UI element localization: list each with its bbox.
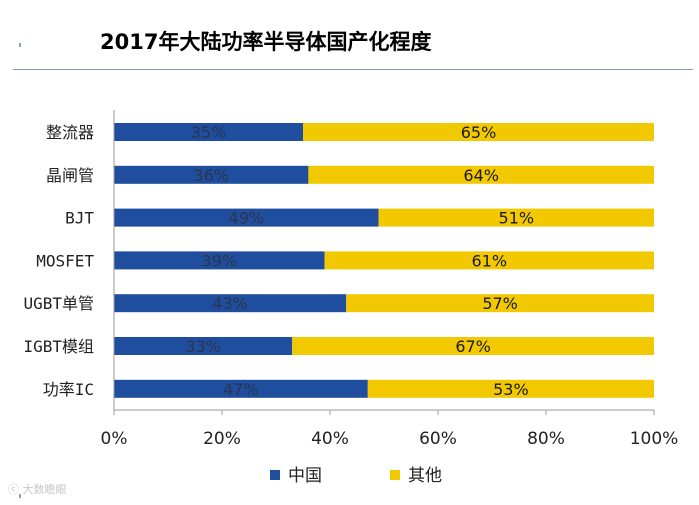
bar-china-2 [114,208,379,227]
footer-corner-mark [19,494,21,498]
data-label-other-2: 51% [499,209,535,228]
bar-china-4 [114,294,347,313]
bar-other-0 [303,123,654,141]
category-label-6: 功率IC [43,380,94,399]
bar-other-3 [324,251,654,270]
data-label-china-4: 43% [212,294,248,313]
bar-china-1 [114,165,309,184]
x-tick-label-3: 60% [419,429,457,449]
x-tick-label-0: 0% [101,429,128,449]
data-label-china-2: 49% [229,209,265,228]
bar-other-4 [346,294,654,313]
data-label-china-5: 33% [185,337,221,356]
legend-swatch-other [390,470,400,480]
data-label-other-4: 57% [482,294,518,313]
x-tick-label-1: 20% [203,429,241,449]
title-corner-mark [19,43,21,47]
data-label-other-1: 64% [463,166,499,185]
category-label-5: IGBT模组 [23,337,94,356]
watermark-text: 大数瞻眼 [22,483,67,496]
data-label-other-0: 65% [461,123,497,142]
bar-china-5 [114,337,293,355]
legend-label-other: 其他 [408,466,442,486]
data-label-other-6: 53% [493,380,529,399]
category-label-4: UGBT单管 [23,294,94,313]
x-tick-label-2: 40% [311,429,349,449]
title-divider [13,69,693,70]
data-label-china-0: 35% [191,123,227,142]
category-label-0: 整流器 [46,123,94,142]
x-tick-label-5: 100% [630,429,679,449]
x-tick-label-4: 80% [527,429,565,449]
bar-other-1 [308,165,654,184]
chart-title: 2017年大陆功率半导体国产化程度 [100,30,432,54]
bar-china-6 [114,379,368,398]
bar-other-2 [378,208,654,227]
data-label-china-1: 36% [193,166,229,185]
bar-other-5 [292,337,654,355]
legend-swatch-china [270,470,280,480]
category-label-1: 晶闸管 [46,166,94,185]
data-label-china-3: 39% [202,251,238,270]
category-label-2: BJT [65,209,94,228]
bar-other-6 [367,379,654,398]
watermark-logo: ⓒ 大数瞻眼 [8,483,67,496]
category-label-3: MOSFET [36,251,94,270]
data-label-china-6: 47% [223,380,259,399]
bar-china-3 [114,251,325,270]
bar-china-0 [114,123,303,141]
legend-label-china: 中国 [288,466,322,486]
data-label-other-5: 67% [455,337,491,356]
data-label-other-3: 61% [472,251,508,270]
